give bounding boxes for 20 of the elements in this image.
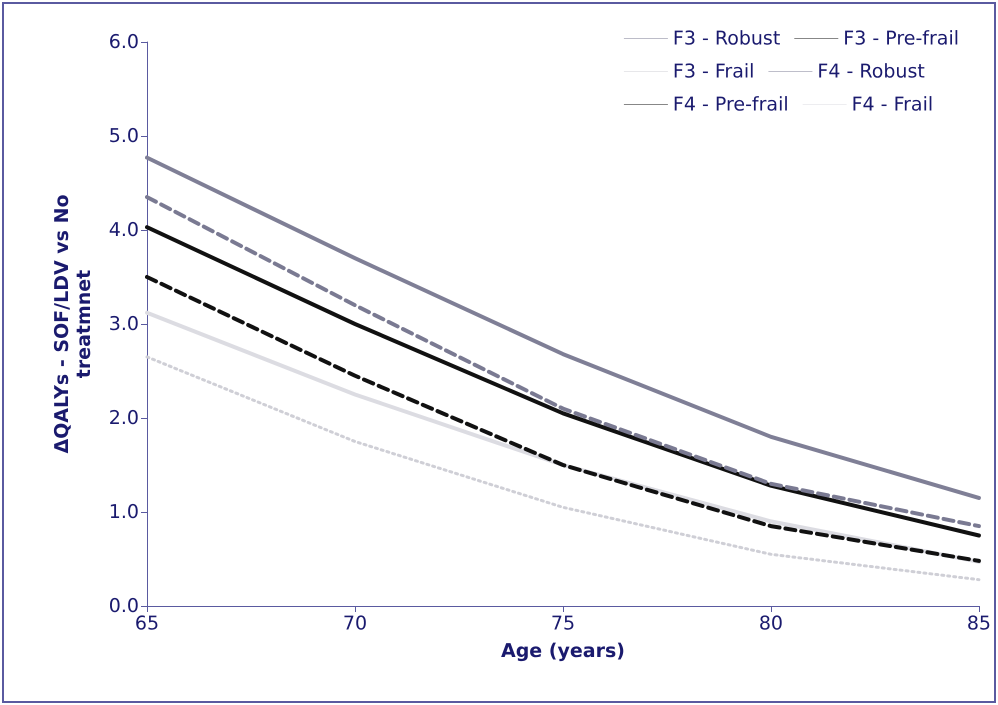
line-series <box>146 355 980 582</box>
legend-label: F3 - Robust <box>672 28 780 50</box>
x-tick-label: 85 <box>966 612 992 634</box>
x-tick-label: 80 <box>758 612 784 634</box>
y-axis-title: ΔQALYs - SOF/LDV vs No treatmnet <box>51 194 95 454</box>
y-tick-label: 2.0 <box>108 407 139 429</box>
legend-label: F4 - Pre-frail <box>672 94 789 116</box>
y-tick-label: 1.0 <box>108 501 139 523</box>
legend-label: F4 - Frail <box>852 94 934 116</box>
x-tick-label: 75 <box>550 612 576 634</box>
y-tick-label: 5.0 <box>108 125 139 147</box>
legend-label: F3 - Pre-frail <box>843 28 959 50</box>
x-tick-label: 70 <box>342 612 368 634</box>
x-axis-title: Age (years) <box>500 640 625 662</box>
legend-label: F3 - Frail <box>672 60 754 82</box>
y-tick-label: 3.0 <box>108 313 139 335</box>
y-tick-label: 4.0 <box>108 219 139 241</box>
y-tick-label: 6.0 <box>108 31 139 53</box>
line-series <box>145 156 981 500</box>
legend-label: F4 - Robust <box>817 60 925 82</box>
